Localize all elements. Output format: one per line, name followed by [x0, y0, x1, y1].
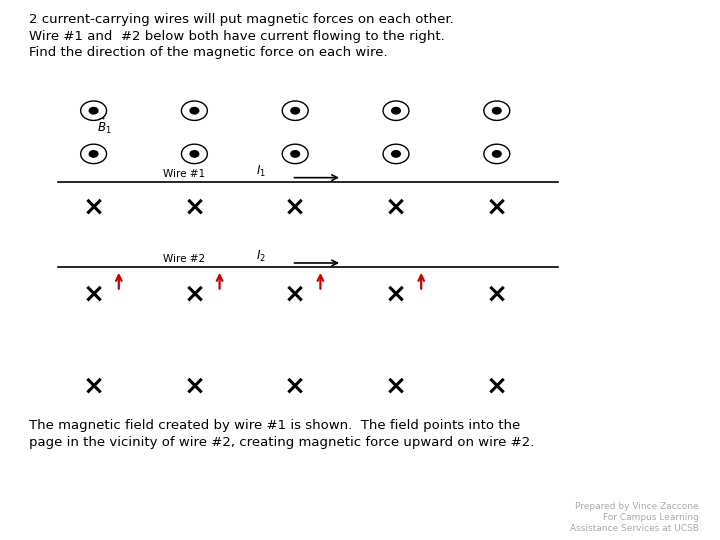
- Text: For Campus Learning: For Campus Learning: [603, 513, 698, 522]
- Circle shape: [291, 151, 300, 157]
- Text: ×: ×: [184, 195, 205, 221]
- Text: page in the vicinity of wire #2, creating magnetic force upward on wire #2.: page in the vicinity of wire #2, creatin…: [29, 436, 534, 449]
- Circle shape: [89, 151, 98, 157]
- Text: Wire #2: Wire #2: [163, 254, 204, 264]
- Text: ×: ×: [486, 373, 508, 399]
- Text: ×: ×: [385, 195, 407, 221]
- Text: $\vec{B}_1$: $\vec{B}_1$: [97, 117, 112, 136]
- Text: ×: ×: [184, 281, 205, 307]
- Text: ×: ×: [284, 373, 306, 399]
- Circle shape: [291, 107, 300, 114]
- Text: Assistance Services at UCSB: Assistance Services at UCSB: [570, 524, 698, 533]
- Text: Find the direction of the magnetic force on each wire.: Find the direction of the magnetic force…: [29, 46, 387, 59]
- Text: $I_1$: $I_1$: [256, 164, 266, 179]
- Circle shape: [190, 151, 199, 157]
- Circle shape: [190, 107, 199, 114]
- Circle shape: [492, 107, 501, 114]
- Circle shape: [392, 107, 400, 114]
- Circle shape: [392, 151, 400, 157]
- Text: Wire #1 and  #2 below both have current flowing to the right.: Wire #1 and #2 below both have current f…: [29, 30, 444, 43]
- Text: ×: ×: [284, 195, 306, 221]
- Text: $I_2$: $I_2$: [256, 249, 266, 264]
- Text: ×: ×: [284, 281, 306, 307]
- Text: ×: ×: [83, 195, 104, 221]
- Text: ×: ×: [486, 195, 508, 221]
- Text: ×: ×: [83, 373, 104, 399]
- Text: 2 current-carrying wires will put magnetic forces on each other.: 2 current-carrying wires will put magnet…: [29, 14, 454, 26]
- Text: ×: ×: [486, 281, 508, 307]
- Circle shape: [89, 107, 98, 114]
- Text: ×: ×: [83, 281, 104, 307]
- Text: ×: ×: [385, 281, 407, 307]
- Text: ×: ×: [184, 373, 205, 399]
- Text: ×: ×: [385, 373, 407, 399]
- Text: The magnetic field created by wire #1 is shown.  The field points into the: The magnetic field created by wire #1 is…: [29, 418, 520, 431]
- Circle shape: [492, 151, 501, 157]
- Text: Wire #1: Wire #1: [163, 168, 204, 179]
- Text: Prepared by Vince Zaccone: Prepared by Vince Zaccone: [575, 502, 698, 511]
